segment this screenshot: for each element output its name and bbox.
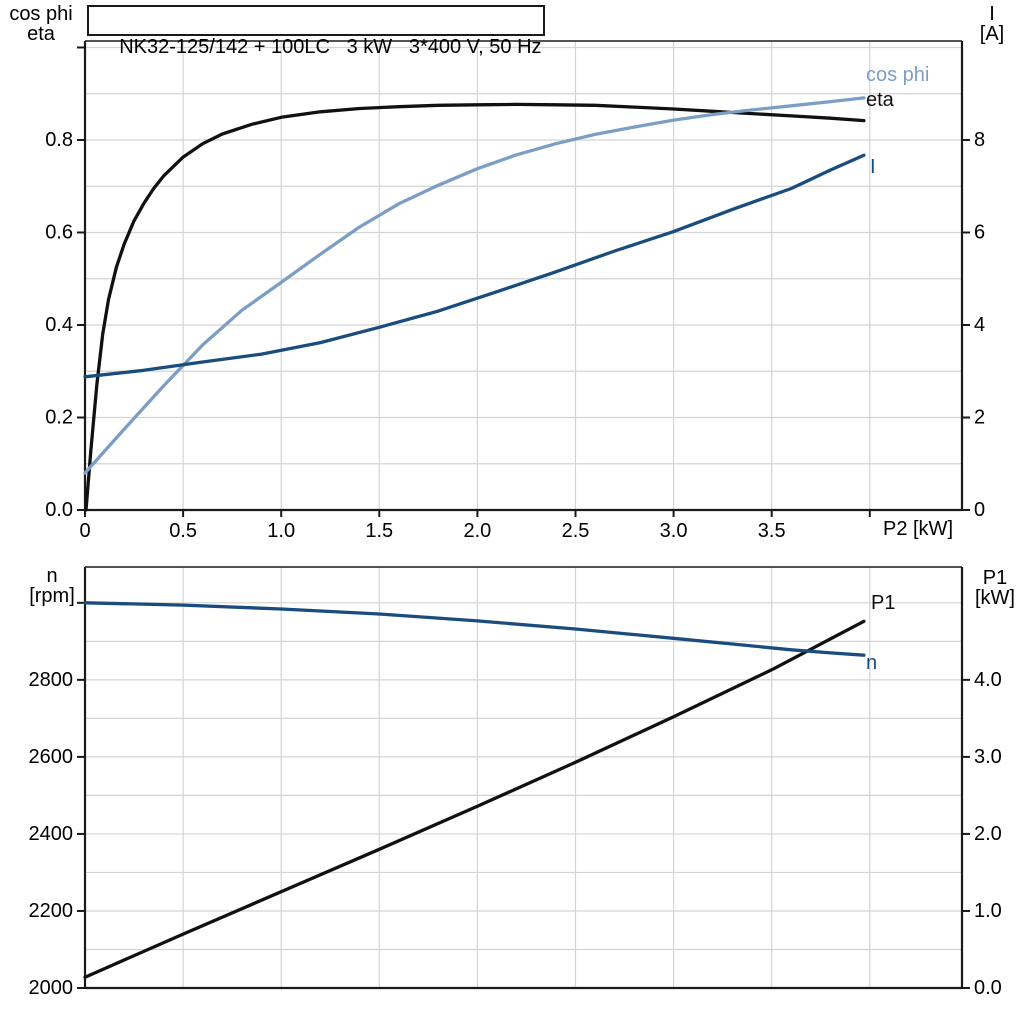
curve-eta xyxy=(84,102,866,512)
x-tick-label: 3.5 xyxy=(758,520,786,542)
p1-axis-title-line2: [kW] xyxy=(975,587,1015,609)
right-tick-label: 0 xyxy=(974,499,985,521)
curve-n xyxy=(83,601,866,657)
x-tick-label: 2.0 xyxy=(463,520,491,542)
x-tick-label: 0.5 xyxy=(169,520,197,542)
right-tick-label: 6 xyxy=(974,221,985,243)
p1-axis-title-line1: P1 xyxy=(982,567,1008,589)
chart-title-box: NK32-125/142 + 100LC 3 kW 3*400 V, 50 Hz xyxy=(87,5,545,58)
cos-phi-curve-label: cos phi xyxy=(866,64,930,86)
n-axis-title-line2: [rpm] xyxy=(29,585,75,607)
left-tick-label: 2200 xyxy=(29,900,74,922)
left-axis-title-line1: cos phi xyxy=(9,3,73,25)
n-curve-label: n xyxy=(866,652,878,674)
right-axis-title-line1: I xyxy=(989,3,995,25)
curve-P1 xyxy=(83,619,866,979)
left-tick-label: 0.8 xyxy=(45,129,73,151)
x-tick-label: 1.0 xyxy=(267,520,295,542)
left-tick-label: 2000 xyxy=(29,977,74,999)
curve-cos-phi xyxy=(83,96,866,475)
left-tick-label: 0.2 xyxy=(45,406,73,428)
left-axis-title-line2: eta xyxy=(27,23,55,45)
x-tick-label: 3.0 xyxy=(660,520,688,542)
bottom-right-axis-title: P1 [kW] xyxy=(966,568,1024,608)
left-tick-label: 2800 xyxy=(29,669,74,691)
left-tick-label: 0.4 xyxy=(45,314,73,336)
right-tick-label: 0.0 xyxy=(974,977,1002,999)
right-tick-label: 3.0 xyxy=(974,746,1002,768)
left-tick-label: 0.6 xyxy=(45,221,73,243)
bottom-left-axis-title: n [rpm] xyxy=(16,566,88,606)
x-tick-label: 1.5 xyxy=(365,520,393,542)
right-tick-label: 2 xyxy=(974,406,985,428)
top-right-axis-title: I [A] xyxy=(964,4,1020,44)
right-tick-label: 1.0 xyxy=(974,900,1002,922)
eta-curve-label: eta xyxy=(866,89,894,111)
x-tick-label: 0 xyxy=(79,520,90,542)
right-tick-label: 4 xyxy=(974,314,985,336)
chart-title: NK32-125/142 + 100LC 3 kW 3*400 V, 50 Hz xyxy=(119,36,542,58)
x-tick-label: 2.5 xyxy=(562,520,590,542)
left-tick-label: 2600 xyxy=(29,746,74,768)
top-left-axis-title: cos phi eta xyxy=(2,4,80,44)
x-axis-title: P2 [kW] xyxy=(882,518,953,540)
right-tick-label: 2.0 xyxy=(974,823,1002,845)
n-axis-title-line1: n xyxy=(46,565,58,587)
right-tick-label: 4.0 xyxy=(974,669,1002,691)
right-axis-title-line2: [A] xyxy=(979,23,1005,45)
p1-curve-label: P1 xyxy=(871,592,896,614)
left-tick-label: 0.0 xyxy=(45,499,73,521)
curve-I xyxy=(83,153,866,379)
right-tick-label: 8 xyxy=(974,129,985,151)
left-tick-label: 2400 xyxy=(29,823,74,845)
current-curve-label: I xyxy=(870,156,876,178)
